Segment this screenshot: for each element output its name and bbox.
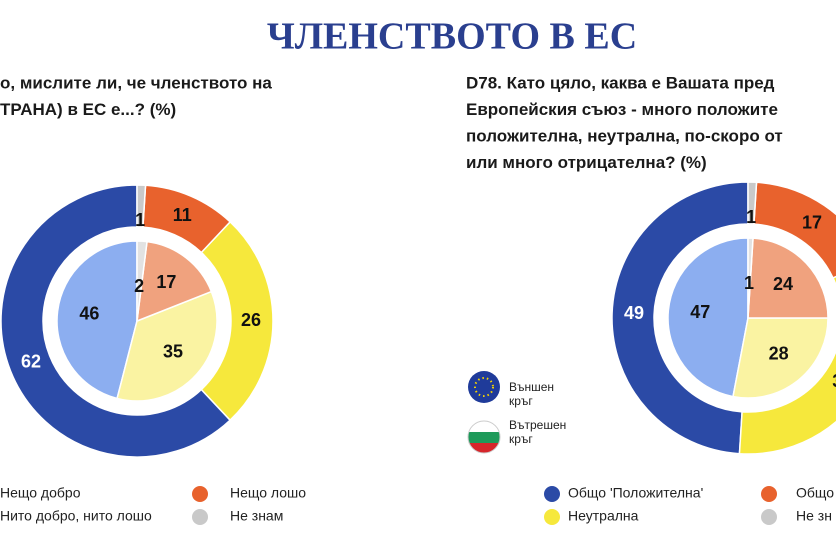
question-line: D78. Като цяло, каква е Вашата пред xyxy=(466,73,775,92)
data-label: 26 xyxy=(241,310,261,330)
legend-label: Неутрална xyxy=(568,508,639,524)
data-label: 49 xyxy=(624,303,644,323)
eu-flag-icon xyxy=(468,371,500,403)
inner-segment xyxy=(747,237,754,319)
question-line: или много отрицателна? (%) xyxy=(466,153,707,172)
outer-segment xyxy=(747,181,758,225)
legend-marker xyxy=(544,509,560,525)
inner-segment xyxy=(116,290,218,402)
legend-label: Общо 'Положителна' xyxy=(568,485,703,501)
question-line: положителна, неутрална, по-скоро от xyxy=(466,126,783,145)
inner-segment xyxy=(667,237,749,398)
data-label: 1 xyxy=(135,210,145,230)
legend-label: Нито добро, нито лошо xyxy=(0,508,152,524)
legend-marker xyxy=(192,486,208,502)
legend-label: Не зн xyxy=(796,508,832,524)
data-label: 35 xyxy=(163,341,183,361)
legend-marker xyxy=(192,509,208,525)
title: ЧЛЕНСТВОТО В ЕС xyxy=(267,16,637,58)
legend-label: Нещо добро xyxy=(0,485,81,501)
legend-label: Не знам xyxy=(230,508,283,524)
question-line: ТРАНА) в ЕС е...? (%) xyxy=(0,100,176,119)
data-label: 1 xyxy=(744,273,754,293)
outer-segment xyxy=(611,181,749,455)
inner-segment xyxy=(56,240,138,400)
legend-label: Общо xyxy=(796,485,834,501)
legend-marker xyxy=(544,486,560,502)
data-label: 11 xyxy=(173,205,192,225)
question-line: о, мислите ли, че членството на xyxy=(0,73,272,92)
ring-legend-label: Вътрешен кръг xyxy=(509,418,567,446)
inner-segment xyxy=(136,240,213,323)
data-label: 46 xyxy=(79,304,99,324)
data-label: 17 xyxy=(156,272,176,292)
inner-segment xyxy=(136,240,148,322)
data-label: 2 xyxy=(134,276,144,296)
legend-marker xyxy=(761,509,777,525)
outer-segment xyxy=(738,275,836,455)
inner-segment xyxy=(732,317,829,399)
data-label: 33 xyxy=(832,371,836,391)
data-label: 62 xyxy=(21,352,41,372)
question-line: Европейския съюз - много положите xyxy=(466,100,778,119)
legend-marker xyxy=(761,486,777,502)
bg-flag-icon xyxy=(467,420,501,454)
data-label: 1 xyxy=(746,207,756,227)
ring-legend-label: Външен кръг xyxy=(509,380,555,408)
legend-label: Нещо лошо xyxy=(230,485,306,501)
data-label: 47 xyxy=(690,302,710,322)
data-label: 24 xyxy=(773,274,793,294)
data-label: 17 xyxy=(802,212,822,232)
outer-segment xyxy=(0,184,232,458)
inner-segment xyxy=(747,237,829,319)
outer-segment xyxy=(136,184,147,228)
data-label: 28 xyxy=(769,344,789,364)
